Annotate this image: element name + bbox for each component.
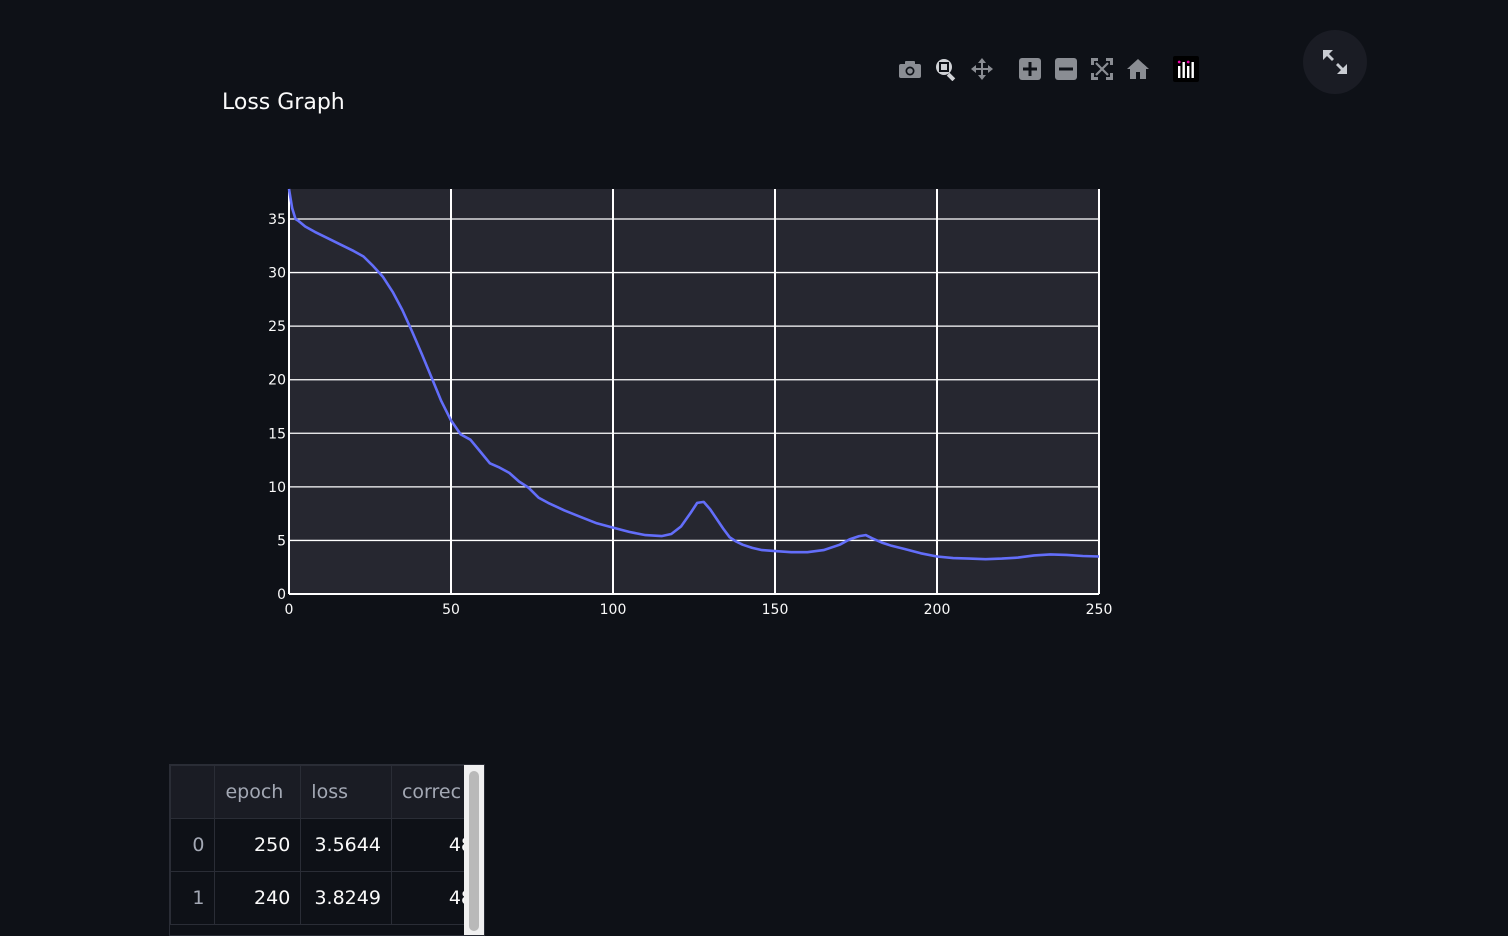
plot-modebar <box>892 54 1204 84</box>
table-header-row: epoch loss correc <box>170 765 484 819</box>
x-tick-label: 0 <box>285 602 294 618</box>
y-tick-label: 0 <box>277 587 286 603</box>
column-header-index[interactable] <box>170 765 216 819</box>
expand-icon <box>1323 50 1347 74</box>
x-tick-label: 150 <box>762 602 789 618</box>
plotly-logo-icon[interactable] <box>1168 54 1204 84</box>
y-tick-label: 10 <box>268 480 286 496</box>
table-row: 1 240 3.8249 48 <box>170 871 484 925</box>
cell-epoch[interactable]: 250 <box>214 818 302 872</box>
grid-lines <box>289 189 1100 594</box>
axes <box>288 189 1099 595</box>
y-tick-label: 5 <box>277 533 286 549</box>
loss-chart: 0 50 100 150 200 250 0 5 10 15 20 25 30 35 <box>268 188 1113 618</box>
y-tick-label: 35 <box>268 212 286 228</box>
cell-loss[interactable]: 3.8249 <box>300 871 392 925</box>
table-row: 0 250 3.5644 48 <box>170 818 484 872</box>
series-lines <box>287 188 1100 561</box>
autoscale-icon[interactable] <box>1084 54 1120 84</box>
y-tick-label: 30 <box>268 266 286 282</box>
x-tick-label: 50 <box>442 602 460 618</box>
row-index: 0 <box>170 818 216 872</box>
zoom-icon[interactable] <box>928 54 964 84</box>
column-header-loss[interactable]: loss <box>300 765 392 819</box>
y-tick-label: 15 <box>268 426 286 442</box>
y-tick-label: 20 <box>268 373 286 389</box>
cell-loss[interactable]: 3.5644 <box>300 818 392 872</box>
y-ticks: 0 5 10 15 20 25 30 35 <box>268 212 286 603</box>
zoom-out-icon[interactable] <box>1048 54 1084 84</box>
x-tick-label: 200 <box>924 602 951 618</box>
y-tick-label: 25 <box>268 319 286 335</box>
home-icon[interactable] <box>1120 54 1156 84</box>
fullscreen-button[interactable] <box>1303 30 1367 94</box>
x-tick-label: 100 <box>600 602 627 618</box>
chart-title: Loss Graph <box>222 90 345 115</box>
plot-area[interactable] <box>289 189 1099 594</box>
scrollbar-thumb[interactable] <box>469 771 479 931</box>
x-ticks: 0 50 100 150 200 250 <box>285 602 1113 618</box>
column-header-epoch[interactable]: epoch <box>214 765 302 819</box>
camera-icon[interactable] <box>892 54 928 84</box>
cell-epoch[interactable]: 240 <box>214 871 302 925</box>
zoom-in-icon[interactable] <box>1012 54 1048 84</box>
table-scrollbar[interactable] <box>464 765 484 935</box>
row-index: 1 <box>170 871 216 925</box>
loss-series-line <box>287 188 1100 561</box>
dataframe-table[interactable]: epoch loss correc 0 250 3.5644 48 1 240 … <box>169 764 485 936</box>
x-tick-label: 250 <box>1086 602 1113 618</box>
pan-icon[interactable] <box>964 54 1000 84</box>
